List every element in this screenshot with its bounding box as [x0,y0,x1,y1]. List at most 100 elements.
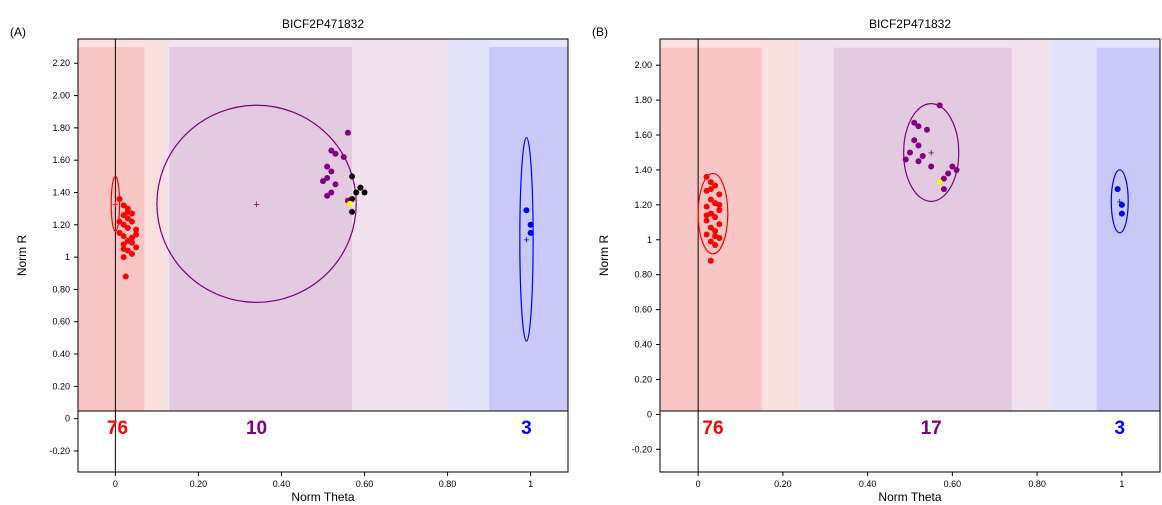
data-point [124,225,131,232]
data-point [120,221,127,228]
data-point [128,239,135,246]
data-point [911,119,918,126]
y-tick-label: 0 [65,414,70,424]
data-point [928,163,935,170]
data-point [124,215,131,222]
x-tick-label: 0 [113,479,118,489]
y-axis-label: Norm R [15,235,29,277]
data-point [324,163,331,170]
y-tick-label: 2.00 [52,91,70,101]
data-point [332,150,339,157]
y-tick-label: 0.80 [634,270,652,280]
x-tick-label: 0.40 [273,479,291,489]
data-point [328,168,335,175]
data-point [716,201,723,208]
y-tick-label: 0.20 [634,374,652,384]
cluster-ellipse-aa [110,175,121,232]
data-point [128,250,135,257]
data-point [133,231,140,238]
data-point [716,221,723,228]
panel-label: (B) [592,25,608,39]
y-tick-label: 2.20 [52,58,70,68]
data-point [1118,201,1125,208]
y-tick-label: 1.20 [634,200,652,210]
data-point [357,184,364,191]
x-axis-label: Norm Theta [878,490,941,504]
cluster-center-marker: + [523,234,529,246]
cluster-ellipse-aa [697,172,729,255]
x-tick-label: 0.80 [1028,479,1046,489]
data-point [328,147,335,154]
data-point [344,129,351,136]
cluster-center-marker: + [112,199,118,211]
data-point [712,214,719,221]
y-tick-label: -0.20 [631,444,652,454]
cluster-ellipse-ab [903,103,960,202]
data-point [707,186,714,193]
data-point [703,217,710,224]
y-tick-label: 0.80 [52,284,70,294]
chart-panel-a: (A) BICF2P471832 -0.20 0 0.20 0.40 0.60 0.80 1 1.… [0,0,580,505]
cluster-center-marker: + [928,147,934,159]
data-point [712,228,719,235]
data-point [1114,186,1121,193]
data-point [116,229,123,236]
genotype-count: 3 [521,418,532,439]
data-point [902,156,909,163]
y-tick-label: 0.20 [52,381,70,391]
data-point [527,229,534,236]
data-point [128,234,135,241]
data-point [915,123,922,130]
data-point [911,137,918,144]
data-point [133,226,140,233]
plot-frame [77,38,569,473]
cluster-center-marker: + [253,199,259,211]
data-point [523,207,530,214]
decision-region-5 [1096,47,1160,412]
cluster-ellipse-ab [156,104,357,303]
data-point [1118,210,1125,217]
data-point [353,189,360,196]
data-point [527,221,534,228]
decision-region-4 [169,47,353,411]
y-tick-label: 1.80 [634,95,652,105]
data-point [923,126,930,133]
data-point [707,179,714,186]
y-tick-label: 1.40 [634,165,652,175]
data-point [120,202,127,209]
y-tick-label: 1.60 [634,130,652,140]
data-point [716,207,723,214]
panel-label: (A) [10,25,26,39]
data-point [712,233,719,240]
chart-title: BICF2P471832 [282,17,364,31]
y-tick-label: 1 [647,235,652,245]
y-tick-label: 0.60 [634,305,652,315]
data-point [703,212,710,219]
data-point [324,174,331,181]
data-point [349,195,356,202]
data-point [703,231,710,238]
decision-region-4 [833,47,1012,412]
y-tick-label: 1 [65,252,70,262]
data-point [915,142,922,149]
y-tick-label: 1.80 [52,123,70,133]
data-point [907,149,913,156]
data-point [712,242,719,249]
y-tick-label: -0.20 [49,446,70,456]
decision-region-5 [489,47,568,411]
x-tick-label: 0.60 [356,479,374,489]
data-point [340,153,347,160]
data-point [122,273,129,280]
data-point [120,254,127,261]
data-point [128,210,135,217]
data-point [349,208,356,215]
y-tick-label: 0.40 [634,340,652,350]
data-point [116,195,123,202]
data-point [712,182,719,189]
x-tick-label: 0 [696,479,701,489]
data-point [940,175,947,182]
chart-title: BICF2P471832 [869,17,951,31]
cluster-ellipse-bb [1110,169,1129,234]
genotype-count: 76 [107,418,128,439]
x-tick-label: 0.40 [859,479,877,489]
